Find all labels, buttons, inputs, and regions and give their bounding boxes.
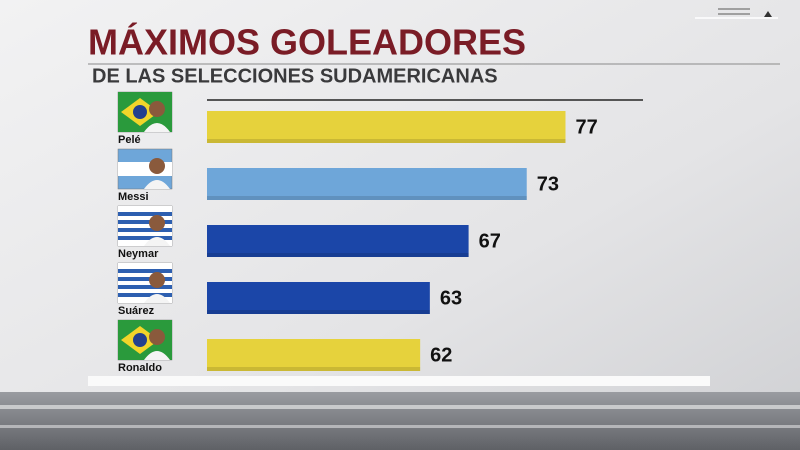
value-label: 73 <box>537 173 559 195</box>
flag-stripe <box>118 236 172 240</box>
portrait-head <box>149 158 165 174</box>
flag-stripe <box>118 269 172 273</box>
flag-stripe <box>118 212 172 216</box>
chart-title: MÁXIMOS GOLEADORES <box>88 22 526 63</box>
portrait-body <box>144 180 170 189</box>
portrait-body <box>144 294 170 303</box>
floor-stripe <box>0 405 800 409</box>
corner-icon <box>695 8 778 19</box>
value-label: 62 <box>430 344 452 366</box>
floor <box>0 392 800 450</box>
portrait-head <box>149 101 165 117</box>
floor-stripe <box>0 425 800 428</box>
bar <box>207 225 469 257</box>
flag-stripe <box>118 293 172 297</box>
bar <box>207 282 430 314</box>
bar-shade <box>207 139 566 143</box>
portrait-head <box>149 329 165 345</box>
bar-shade <box>207 367 421 371</box>
portrait-body <box>144 123 170 132</box>
portrait-body <box>144 351 170 360</box>
category-label: Suárez <box>118 305 155 317</box>
value-label: 67 <box>479 230 501 252</box>
portrait-head <box>149 272 165 288</box>
category-label: Ronaldo <box>118 362 162 374</box>
bar <box>207 339 421 371</box>
bar-shade <box>207 253 469 257</box>
category-label: Pelé <box>118 134 141 146</box>
flag-circle <box>133 105 147 119</box>
flag-circle <box>133 333 147 347</box>
base-panel <box>88 376 710 386</box>
flag-stripe <box>118 220 172 224</box>
value-label: 63 <box>440 287 462 309</box>
bar-shade <box>207 196 527 200</box>
chart-subtitle: DE LAS SELECCIONES SUDAMERICANAS <box>92 65 498 87</box>
portrait-body <box>144 237 170 246</box>
bar <box>207 111 566 143</box>
category-label: Messi <box>118 191 149 203</box>
bar <box>207 168 527 200</box>
flag-stripe <box>118 277 172 281</box>
flag-stripe <box>118 285 172 289</box>
flag-stripe <box>118 228 172 232</box>
portrait-head <box>149 215 165 231</box>
category-label: Neymar <box>118 248 159 260</box>
bar-shade <box>207 310 430 314</box>
value-label: 77 <box>575 116 597 138</box>
